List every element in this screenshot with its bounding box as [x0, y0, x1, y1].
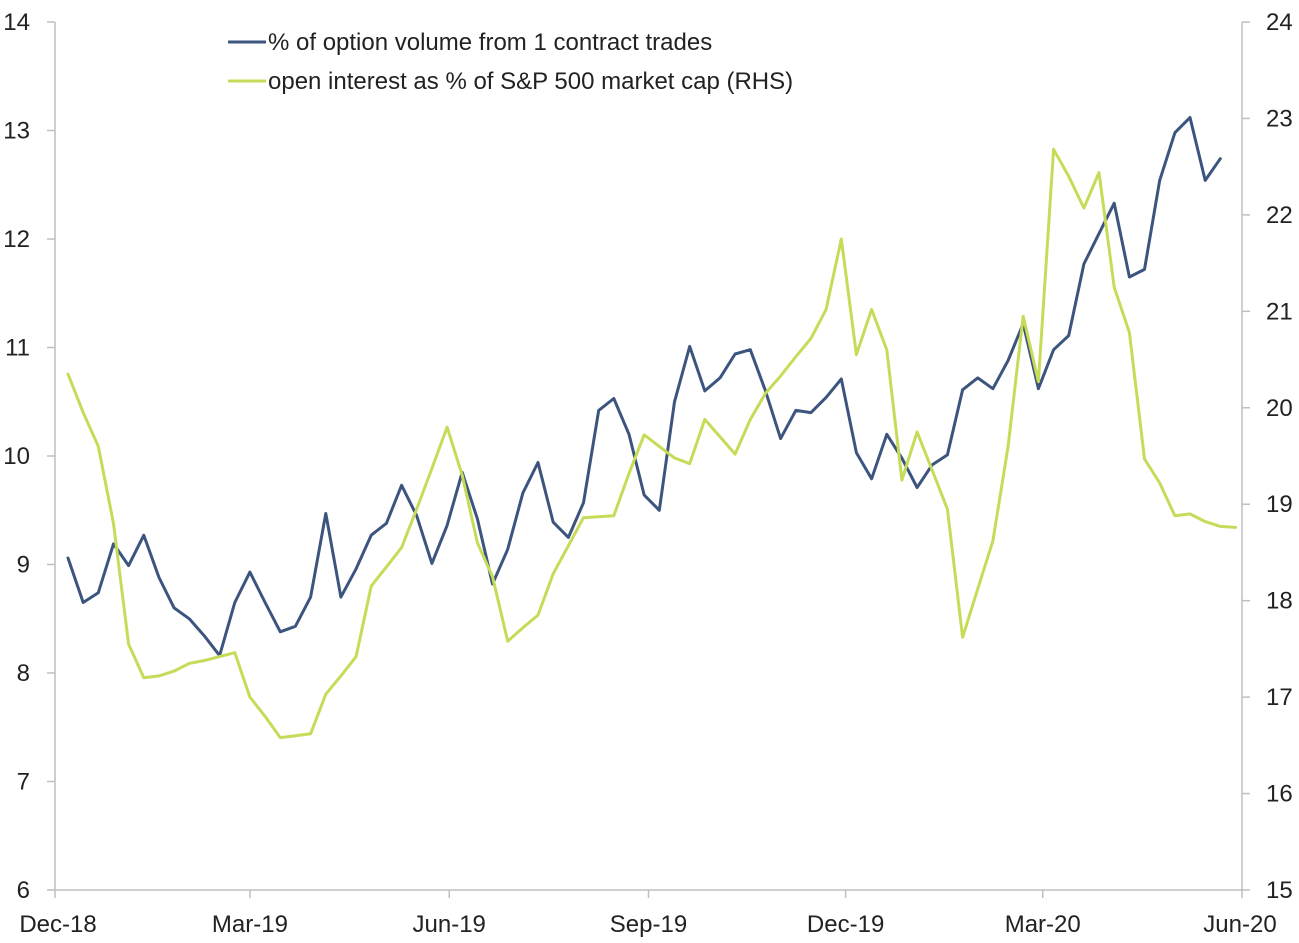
- right-axis-ticks: 15 16 17 18 19 20 21 22 23 24: [1242, 9, 1293, 904]
- right-tick-label: 22: [1266, 202, 1293, 229]
- left-tick-label: 10: [3, 443, 30, 470]
- x-tick-label: Mar-19: [212, 911, 288, 938]
- right-tick-label: 17: [1266, 684, 1293, 711]
- left-tick-label: 6: [17, 877, 30, 904]
- left-axis-ticks: 6 7 8 9 10 11 12 13 14: [3, 9, 55, 904]
- left-tick-label: 14: [3, 9, 30, 36]
- right-tick-label: 18: [1266, 588, 1293, 615]
- x-axis-ticks: Dec-18 Mar-19 Jun-19 Sep-19 Dec-19 Mar-20 Jun-…: [19, 890, 1277, 938]
- right-tick-label: 19: [1266, 491, 1293, 518]
- right-tick-label: 15: [1266, 877, 1293, 904]
- left-tick-label: 13: [3, 118, 30, 145]
- right-tick-label: 20: [1266, 395, 1293, 422]
- x-tick-label: Mar-20: [1005, 911, 1081, 938]
- right-tick-label: 23: [1266, 105, 1293, 132]
- legend-label-open-interest: open interest as % of S&P 500 market cap…: [268, 68, 793, 95]
- left-tick-label: 8: [17, 660, 30, 687]
- right-tick-label: 21: [1266, 298, 1293, 325]
- x-tick-label: Jun-20: [1203, 911, 1276, 938]
- series-lines: [66, 116, 1237, 740]
- series-line-option-volume: [66, 116, 1222, 658]
- left-tick-label: 12: [3, 226, 30, 253]
- x-tick-label: Dec-19: [807, 911, 884, 938]
- x-tick-label: Dec-18: [19, 911, 96, 938]
- left-tick-label: 7: [17, 769, 30, 796]
- left-tick-label: 9: [17, 552, 30, 579]
- legend: % of option volume from 1 contract trade…: [228, 29, 793, 95]
- series-line-open-interest: [66, 147, 1237, 740]
- right-tick-label: 16: [1266, 781, 1293, 808]
- left-tick-label: 11: [5, 335, 30, 362]
- legend-label-option-volume: % of option volume from 1 contract trade…: [268, 29, 712, 56]
- right-tick-label: 24: [1266, 9, 1293, 36]
- x-tick-label: Jun-19: [413, 911, 486, 938]
- x-tick-label: Sep-19: [610, 911, 687, 938]
